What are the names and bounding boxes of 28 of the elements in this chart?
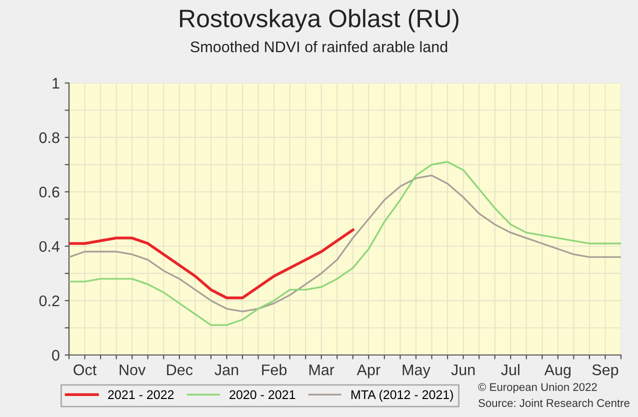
text: © European Union 2022 [478, 382, 597, 394]
chart-title: Rostovskaya Oblast (RU) [180, 8, 458, 32]
x-tick-label: Nov [120, 364, 146, 376]
x-tick-label: Feb [262, 364, 287, 376]
x-tick-label: Sep [592, 364, 618, 378]
x-tick-label: Mar [309, 364, 334, 376]
x-tick-label: Oct [74, 364, 97, 376]
x-tick-label: Jul [501, 364, 520, 376]
y-tick-label: 0.2 [39, 295, 60, 306]
x-tick-label: May [402, 364, 430, 378]
chart-subtitle: Smoothed NDVI of rainfed arable land [190, 41, 448, 52]
line-series [69, 174, 621, 312]
y-tick-label: 0.6 [39, 186, 60, 198]
legend-label: 2020 - 2021 [230, 390, 296, 400]
y-tick-label: 1 [52, 78, 60, 89]
x-tick-label: Jun [451, 364, 475, 376]
x-tick-label: Jan [214, 364, 238, 376]
legend-label: MTA (2012 - 2021) [351, 390, 453, 402]
x-tick-label: Dec [167, 364, 193, 376]
y-tick-label: 0 [52, 350, 60, 361]
x-tick-label: Apr [356, 364, 380, 378]
line-series [69, 161, 621, 326]
y-tick-label: 0.4 [39, 241, 60, 252]
legend-label: 2021 - 2022 [108, 390, 174, 400]
y-tick-label: 0.8 [39, 132, 60, 144]
source-note: Source: Joint Research Centre [478, 398, 630, 407]
line-series [69, 228, 354, 300]
x-tick-label: Aug [544, 364, 571, 378]
